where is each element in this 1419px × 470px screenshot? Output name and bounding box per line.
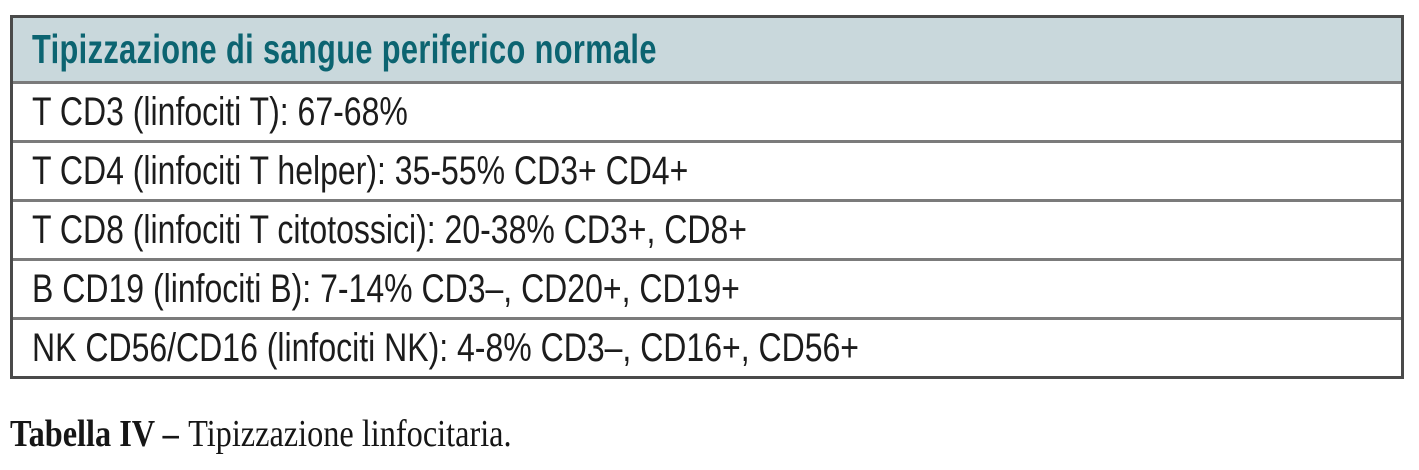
table-header-row: Tipizzazione di sangue periferico normal… [13, 18, 1401, 81]
row-text-b-cd19: B CD19 (linfociti B): 7-14% CD3–, CD20+,… [32, 266, 740, 311]
caption-text: Tipizzazione linfocitaria. [188, 413, 512, 455]
table-row: B CD19 (linfociti B): 7-14% CD3–, CD20+,… [13, 258, 1401, 317]
row-text-t-cd3: T CD3 (linfociti T): 67-68% [32, 89, 408, 134]
table-header-title: Tipizzazione di sangue periferico normal… [32, 26, 657, 72]
table-caption: Tabella IV – Tipizzazione linfocitaria. [10, 412, 512, 456]
table-row: NK CD56/CD16 (linfociti NK): 4-8% CD3–, … [13, 317, 1401, 376]
table-row: T CD4 (linfociti T helper): 35-55% CD3+ … [13, 140, 1401, 199]
table-row: T CD3 (linfociti T): 67-68% [13, 81, 1401, 140]
row-text-t-cd4: T CD4 (linfociti T helper): 35-55% CD3+ … [32, 148, 689, 193]
row-text-nk-cd56-cd16: NK CD56/CD16 (linfociti NK): 4-8% CD3–, … [32, 325, 859, 370]
lymphocyte-typing-table: Tipizzazione di sangue periferico normal… [10, 15, 1404, 379]
caption-label: Tabella IV – [10, 413, 179, 455]
row-text-t-cd8: T CD8 (linfociti T citotossici): 20-38% … [32, 207, 747, 252]
table-row: T CD8 (linfociti T citotossici): 20-38% … [13, 199, 1401, 258]
